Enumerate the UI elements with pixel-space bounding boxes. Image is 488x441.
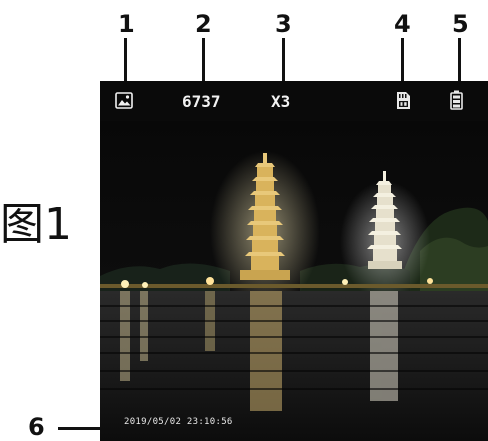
callout-1-line [124, 38, 127, 82]
callout-2-line [202, 38, 205, 82]
callout-6-line [58, 427, 100, 430]
photo-icon [115, 92, 133, 109]
callout-2: 2 [195, 10, 212, 38]
sun-pagoda [240, 153, 290, 280]
figure-label: 图1 [0, 199, 72, 250]
zoom-level: X3 [271, 92, 291, 111]
battery-icon [450, 90, 463, 110]
callout-4: 4 [394, 10, 411, 38]
callout-5-line [458, 38, 461, 82]
tf-card-icon [396, 91, 411, 110]
night-scene-photo [100, 81, 488, 441]
callout-5: 5 [452, 10, 469, 38]
moon-pagoda [367, 171, 402, 269]
date-time-stamp: 2019/05/02 23:10:56 [124, 417, 233, 427]
callout-6: 6 [28, 413, 45, 441]
shots-remaining: 6737 [182, 92, 221, 111]
callout-3-line [282, 38, 285, 82]
camera-screen: 6737 X3 2019/05/02 23: [100, 81, 488, 441]
callout-1: 1 [118, 10, 135, 38]
callout-3: 3 [275, 10, 292, 38]
callout-4-line [401, 38, 404, 82]
status-bar: 6737 X3 [100, 81, 488, 121]
